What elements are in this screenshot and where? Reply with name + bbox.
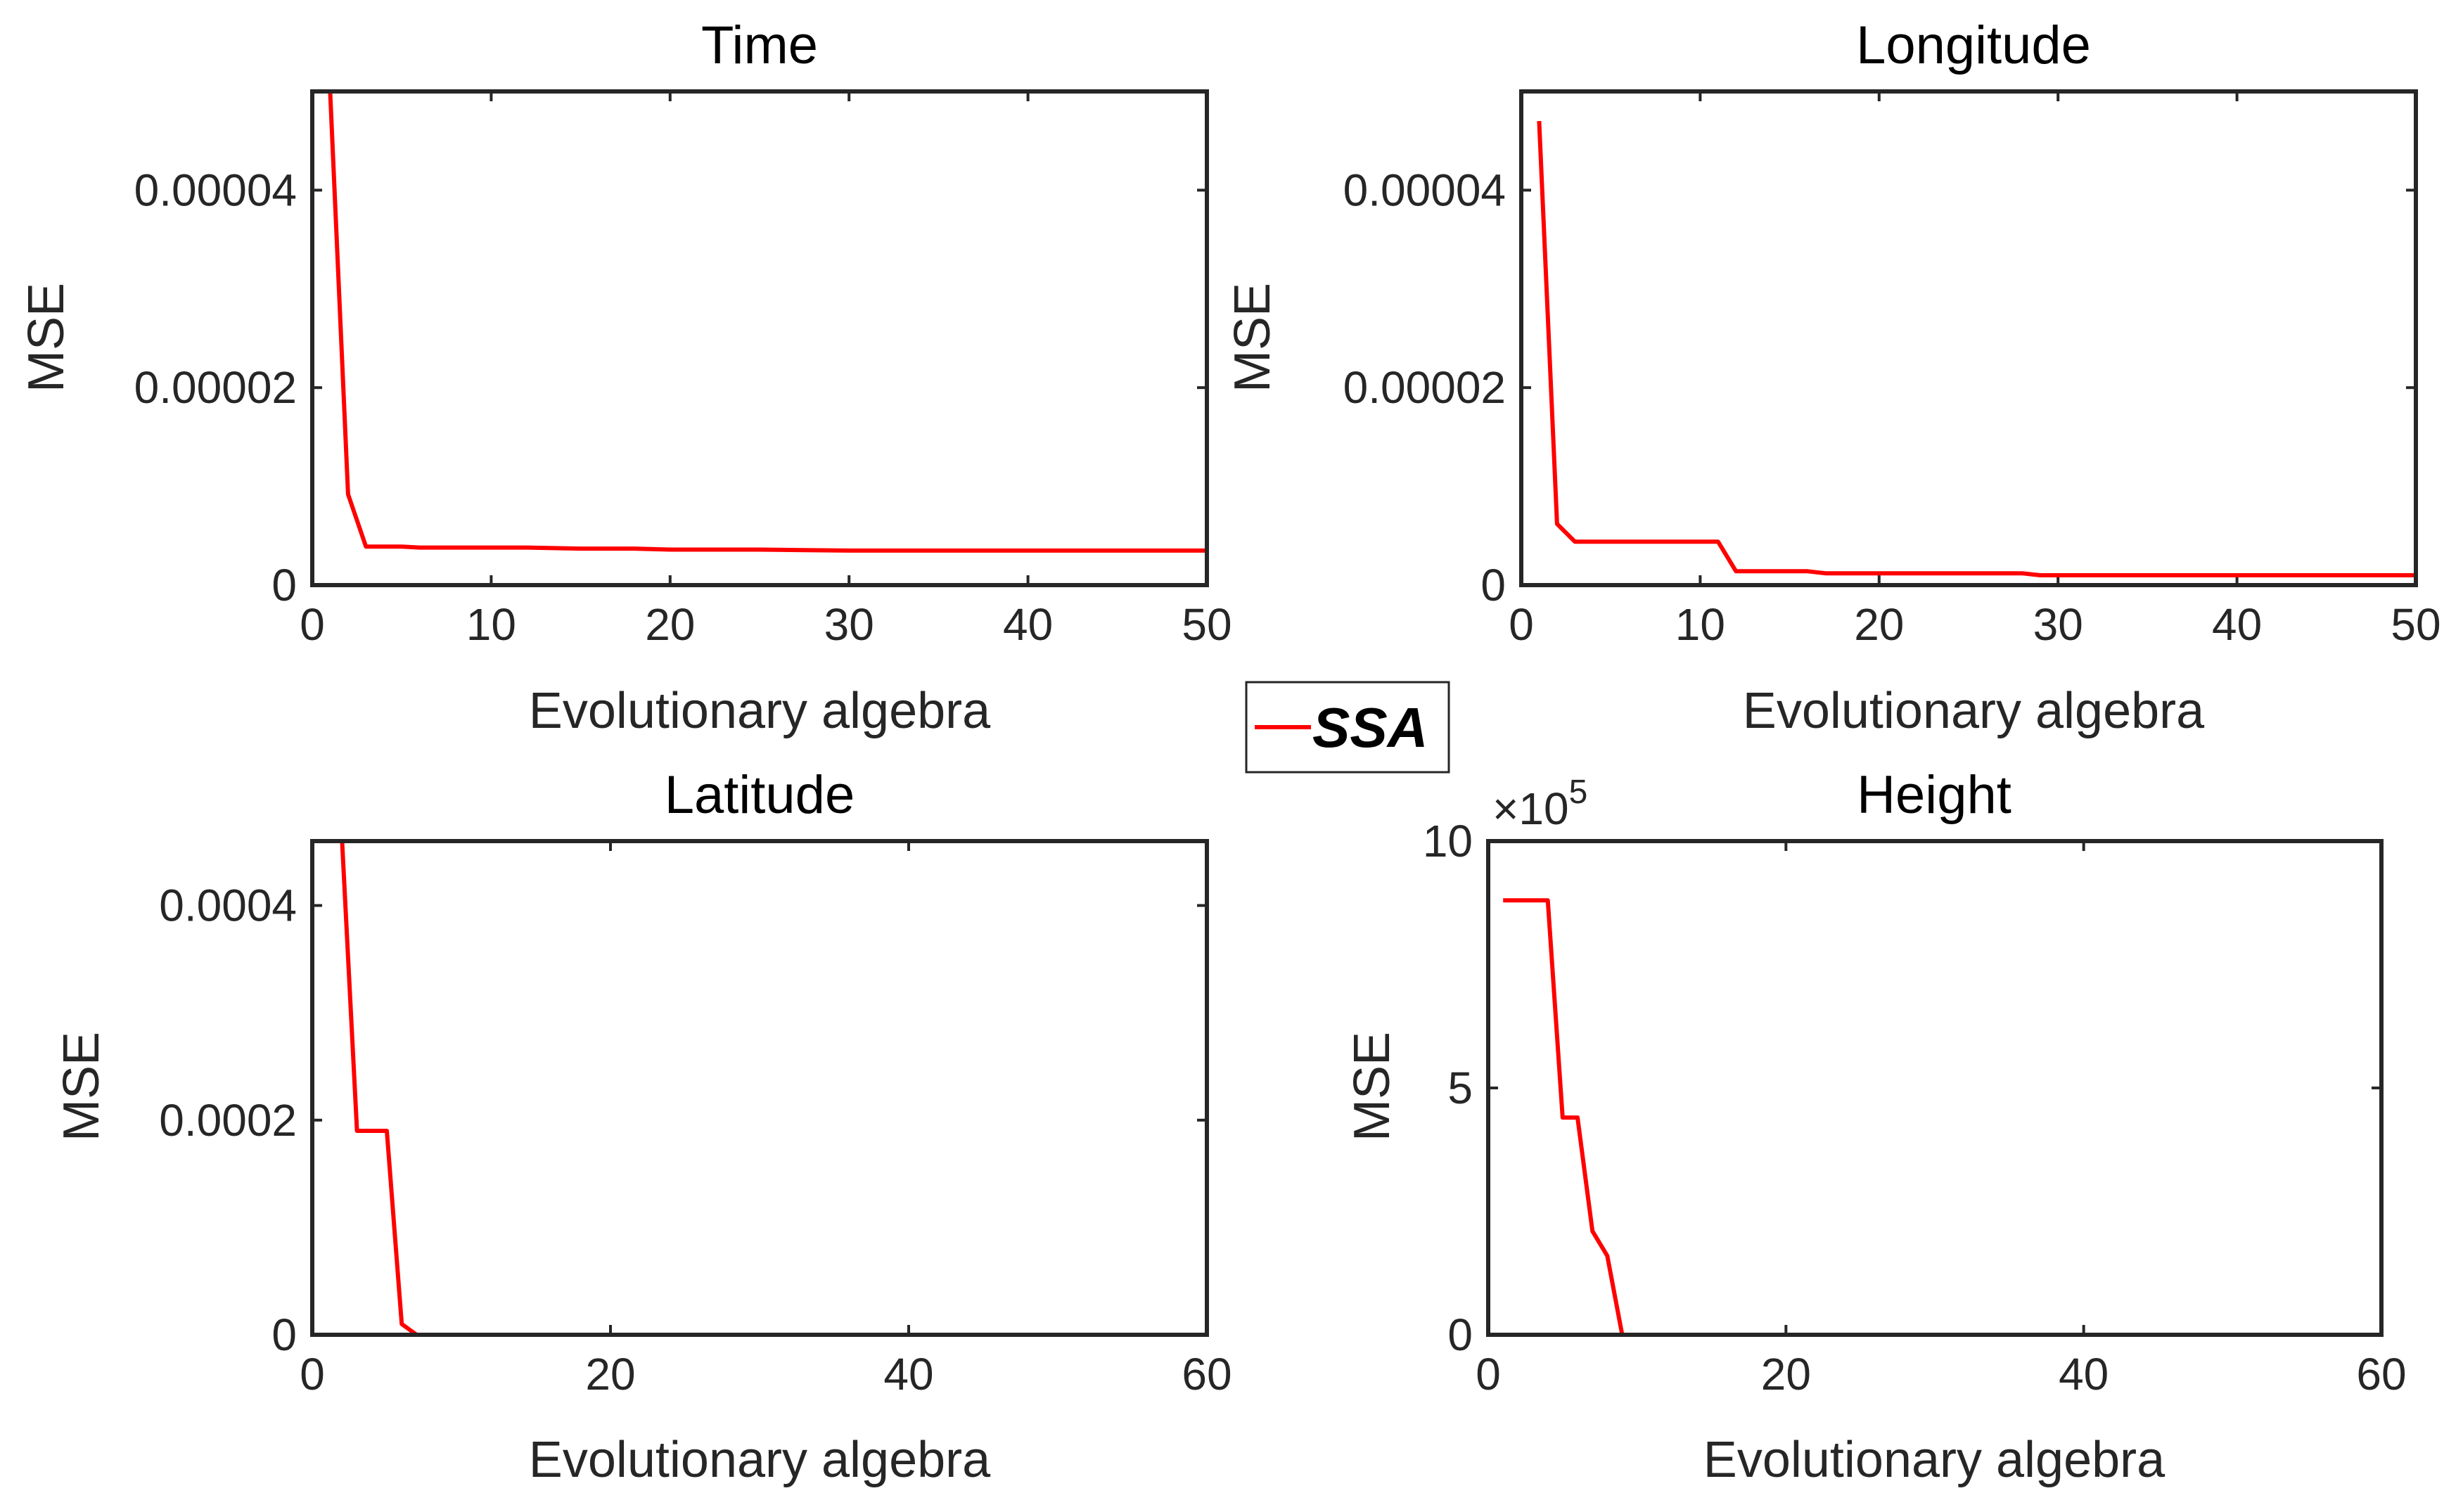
- y-tick-label: 0: [1480, 560, 1506, 610]
- x-tick-label: 0: [300, 1349, 325, 1399]
- x-tick-label: 60: [1182, 1349, 1232, 1399]
- x-tick-label: 20: [645, 599, 695, 650]
- series-line-ssa: [327, 839, 1058, 1337]
- axes-box: [1486, 839, 2384, 1337]
- y-tick-label: 0: [1447, 1309, 1473, 1360]
- x-axis-label: Evolutionary algebra: [529, 683, 991, 739]
- x-tick-label: 50: [1182, 599, 1232, 650]
- x-axis-label: Evolutionary algebra: [1743, 683, 2205, 739]
- axes-box: [310, 839, 1209, 1337]
- subplot-latitude: Latitude MSE Evolutionary algebra 0 20 40 6…: [53, 765, 1232, 1488]
- x-tick-label: 40: [2212, 599, 2262, 650]
- y-tick-label: 10: [1423, 816, 1473, 866]
- y-exponent-label: ×105: [1492, 774, 1587, 834]
- y-tick-label: 0.0002: [159, 1095, 297, 1146]
- x-tick-label: 0: [300, 599, 325, 650]
- axis-ticks: 0 20 40 60 0 0.0002 0.0004: [159, 841, 1232, 1399]
- x-tick-label: 20: [1854, 599, 1904, 650]
- series-line-ssa: [1537, 120, 2416, 577]
- chart-title: Longitude: [1856, 15, 2091, 75]
- x-tick-label: 0: [1476, 1349, 1501, 1399]
- y-axis-label: MSE: [1224, 283, 1281, 392]
- chart-title: Latitude: [665, 765, 855, 825]
- series-line-ssa: [1503, 898, 2233, 1337]
- y-tick-label: 0.00002: [1343, 362, 1506, 413]
- x-tick-label: 40: [2059, 1349, 2109, 1399]
- chart-title: Time: [701, 15, 818, 75]
- x-tick-label: 20: [585, 1349, 635, 1399]
- x-tick-label: 40: [883, 1349, 933, 1399]
- y-tick-label: 0: [271, 560, 297, 610]
- y-tick-label: 0.00002: [134, 362, 297, 413]
- series-line-ssa: [328, 91, 1207, 553]
- x-tick-label: 30: [2033, 599, 2083, 650]
- x-tick-label: 10: [466, 599, 516, 650]
- legend: SSA: [1245, 681, 1450, 774]
- x-tick-label: 60: [2356, 1349, 2406, 1399]
- y-tick-label: 0: [271, 1309, 297, 1360]
- subplot-height: Height MSE Evolutionary algebra ×105 0 20…: [1344, 765, 2407, 1488]
- axes-box: [1519, 89, 2418, 587]
- x-tick-label: 50: [2391, 599, 2440, 650]
- y-tick-label: 0.00004: [1343, 165, 1506, 215]
- x-axis-label: Evolutionary algebra: [529, 1432, 991, 1488]
- x-tick-label: 10: [1675, 599, 1725, 650]
- y-axis-label: MSE: [53, 1032, 110, 1141]
- x-tick-label: 0: [1509, 599, 1534, 650]
- y-tick-label: 5: [1447, 1063, 1473, 1113]
- y-tick-label: 0.00004: [134, 165, 297, 215]
- axis-ticks: 0 20 40 60 0 5 10: [1423, 816, 2407, 1399]
- axis-ticks: 0 10 20 30 40 50 0 0.00002 0.00004: [1343, 91, 2441, 650]
- y-axis-label: MSE: [18, 283, 75, 392]
- x-axis-label: Evolutionary algebra: [1703, 1432, 2165, 1488]
- axes-box: [310, 89, 1209, 587]
- x-tick-label: 30: [824, 599, 874, 650]
- chart-title: Height: [1857, 765, 2011, 825]
- subplot-time: Time MSE Evolutionary algebra 0 10 20 30 40 5…: [18, 15, 1232, 739]
- y-tick-label: 0.0004: [159, 880, 297, 931]
- x-tick-label: 40: [1003, 599, 1053, 650]
- subplot-longitude: Longitude MSE Evolutionary algebra 0 10 20…: [1224, 15, 2441, 739]
- axis-ticks: 0 10 20 30 40 50 0 0.00002 0.00004: [134, 91, 1232, 650]
- y-axis-label: MSE: [1344, 1032, 1400, 1141]
- x-tick-label: 20: [1761, 1349, 1811, 1399]
- legend-label: SSA: [1312, 696, 1428, 759]
